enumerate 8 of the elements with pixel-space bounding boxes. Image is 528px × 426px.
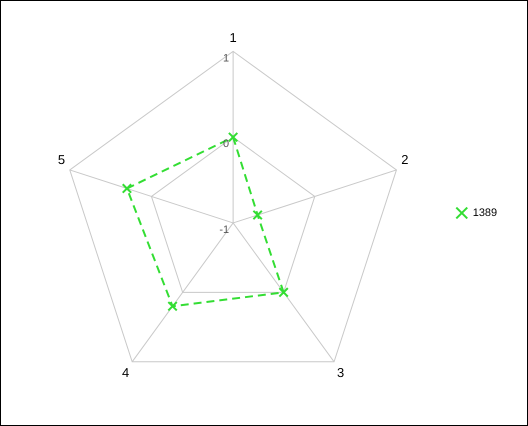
y-tick-label: 0 — [223, 138, 230, 150]
legend-label: 1389 — [472, 207, 498, 220]
spoke-label: 4 — [122, 365, 130, 380]
spoke-label: 3 — [336, 365, 344, 380]
spoke-label: 2 — [401, 152, 408, 168]
y-tick-label: -1 — [219, 224, 230, 236]
spoke-label: 5 — [58, 152, 66, 168]
y-tick-label: 1 — [230, 30, 237, 46]
